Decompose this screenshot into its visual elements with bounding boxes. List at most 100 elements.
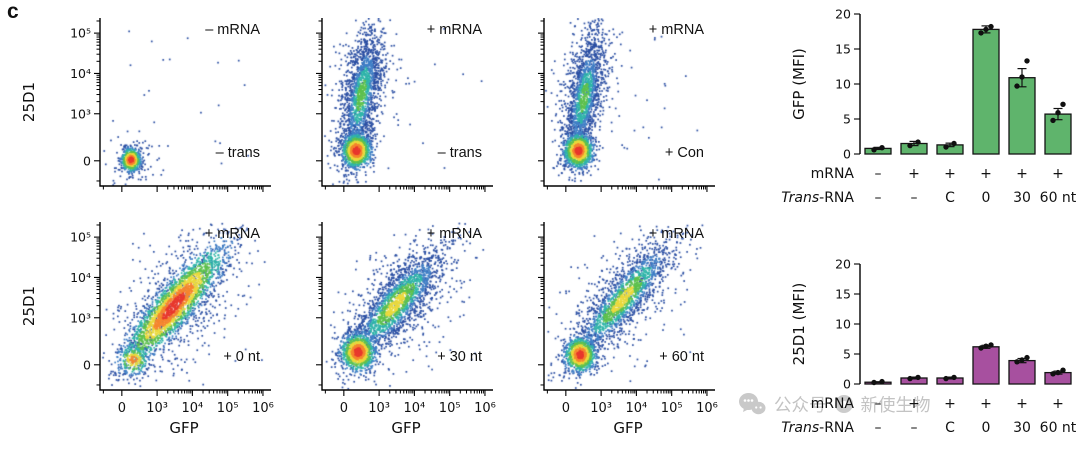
trans-rna-value: 30 <box>1013 190 1031 206</box>
flow-plot-6: 0 10³ 10⁴ 10⁵ 10⁶ GFP + mRNA + 60 nt <box>538 222 718 437</box>
y-axis-ticks: 0 5 10 15 20 <box>835 7 860 162</box>
mrna-value: + <box>908 166 920 182</box>
data-dot <box>915 374 921 381</box>
x-axis-label: GFP <box>613 419 642 437</box>
flow-plot-5: 0 10³ 10⁴ 10⁵ 10⁶ GFP + mRNA + 30 nt <box>316 222 496 437</box>
trans-rna-value: 0 <box>982 190 991 206</box>
y-tick-label: 10³ <box>70 310 91 325</box>
x-axis-ticks: 0 10³ 10⁴ 10⁵ 10⁶ <box>324 390 496 416</box>
x-axis-ticks <box>546 186 708 192</box>
wechat-bubbles-icon <box>739 393 766 415</box>
data-dot <box>983 26 989 33</box>
mrna-value: + <box>1052 396 1064 412</box>
data-dot <box>871 379 877 386</box>
x-tick-label: 10³ <box>590 401 612 416</box>
data-dot <box>943 375 949 382</box>
bar <box>972 346 1000 385</box>
x-axis-ticks <box>102 186 264 192</box>
plot-axes: 0 10³ 10⁴ 10⁵ 10⁶ GFP <box>538 222 718 437</box>
plot-axes <box>316 18 493 192</box>
bar <box>1008 359 1036 385</box>
y-tick-label: 10 <box>835 317 851 332</box>
x-tick-label: 10⁶ <box>696 401 718 416</box>
bars-group <box>864 28 1072 155</box>
row-label-trans-rna: Trans-RNA <box>781 420 854 436</box>
data-dot <box>983 343 989 349</box>
annotation-mrna: + mRNA <box>648 226 704 242</box>
y-axis-ticks <box>538 224 544 386</box>
density-scatter-canvas <box>544 222 712 390</box>
x-tick-label: 10⁴ <box>182 401 204 416</box>
mrna-value: + <box>1016 396 1028 412</box>
y-tick-label: 10⁴ <box>70 66 91 81</box>
y-tick-label: 0 <box>843 377 851 392</box>
watermark-text-right: 新使生物 <box>860 394 931 415</box>
row-label-trans-rna: Trans-RNA <box>781 190 854 206</box>
x-axis-ticks: 0 10³ 10⁴ 10⁵ 10⁶ <box>546 390 718 416</box>
y-tick-label: 20 <box>835 8 851 22</box>
mrna-value: + <box>980 166 992 182</box>
y-tick-label: 5 <box>843 347 851 362</box>
y-tick-label: 0 <box>83 357 91 372</box>
x-tick-label: 10⁴ <box>626 401 648 416</box>
y-axis-ticks: 0 5 10 15 20 <box>835 257 860 392</box>
y-axis-label: 25D1 <box>20 82 38 122</box>
annotation-condition: + 30 nt <box>437 349 482 365</box>
category-rows: mRNA Trans-RNA – + + + + + – – C 0 30 60 nt <box>781 396 1077 436</box>
data-dot <box>988 23 994 30</box>
bar-chart-gfp-mfi: 0 5 10 15 20 GFP (MFI) mRNA Trans-RNA – + + + + + – – C 0… <box>780 7 1080 219</box>
data-dot <box>951 140 957 147</box>
category-rows: mRNA Trans-RNA – + + + + + – – C 0 30 60 nt <box>781 166 1077 206</box>
density-scatter-canvas <box>544 18 712 186</box>
annotation-condition: + 0 nt <box>223 349 260 365</box>
annotation-condition: + 60 nt <box>659 349 704 365</box>
bar <box>1044 113 1072 155</box>
plot-axes: 10⁵ 10⁴ 10³ 0 0 10³ 10⁴ 10⁵ 10⁶ GFP 25D1 <box>20 222 274 437</box>
x-tick-label: 0 <box>562 401 570 416</box>
flow-plot-1: 10⁵ 10⁴ 10³ 0 25D1 – mRNA – trans <box>20 18 271 192</box>
data-dot <box>1014 359 1020 365</box>
x-axis-label: GFP <box>391 419 420 437</box>
trans-rna-value: 60 nt <box>1040 420 1077 436</box>
density-scatter-canvas <box>322 222 490 390</box>
x-tick-label: 0 <box>118 401 126 416</box>
data-points-group <box>871 23 1066 153</box>
trans-rna-value: – <box>875 420 882 436</box>
y-axis-ticks: 10⁵ 10⁴ 10³ 0 <box>70 20 100 182</box>
bar-chart-25d1-mfi: 0 5 10 15 20 25D1 (MFI) mRNA Trans-RNA – + + + + + – – C… <box>780 257 1080 449</box>
y-tick-label: 15 <box>835 42 851 57</box>
data-dot <box>907 375 913 382</box>
data-dot <box>1014 83 1020 89</box>
y-axis-ticks <box>538 20 544 182</box>
annotation-mrna: + mRNA <box>648 22 704 38</box>
x-tick-label: 10³ <box>368 401 390 416</box>
annotation-condition: – trans <box>215 145 260 161</box>
y-axis-ticks <box>316 20 322 182</box>
data-dot <box>1050 117 1056 124</box>
data-dot <box>1055 110 1061 116</box>
trans-rna-value: C <box>945 190 955 206</box>
y-tick-label: 10⁵ <box>70 230 91 245</box>
y-tick-label: 0 <box>83 153 91 168</box>
x-tick-label: 10⁵ <box>439 401 461 416</box>
x-tick-label: 10⁶ <box>252 401 274 416</box>
data-dot <box>988 342 994 348</box>
y-tick-label: 0 <box>843 147 851 162</box>
trans-rna-value: 30 <box>1013 420 1031 436</box>
x-tick-label: 10³ <box>146 401 168 416</box>
trans-rna-value: – <box>875 190 882 206</box>
y-tick-label: 5 <box>843 112 851 127</box>
watermark: 公众号 新使生物 <box>737 391 931 417</box>
trans-rna-value: – <box>911 190 918 206</box>
data-dot <box>907 142 913 149</box>
trans-rna-value: 60 nt <box>1040 190 1077 206</box>
data-dot <box>871 147 877 153</box>
mrna-value: + <box>1052 166 1064 182</box>
mrna-value: + <box>1016 166 1028 182</box>
annotation-mrna: + mRNA <box>426 226 482 242</box>
y-tick-label: 10³ <box>70 106 91 121</box>
row-label-mrna: mRNA <box>811 396 855 412</box>
flow-plot-2: + mRNA – trans <box>316 18 493 192</box>
y-axis-ticks: 10⁵ 10⁴ 10³ 0 <box>70 224 100 386</box>
